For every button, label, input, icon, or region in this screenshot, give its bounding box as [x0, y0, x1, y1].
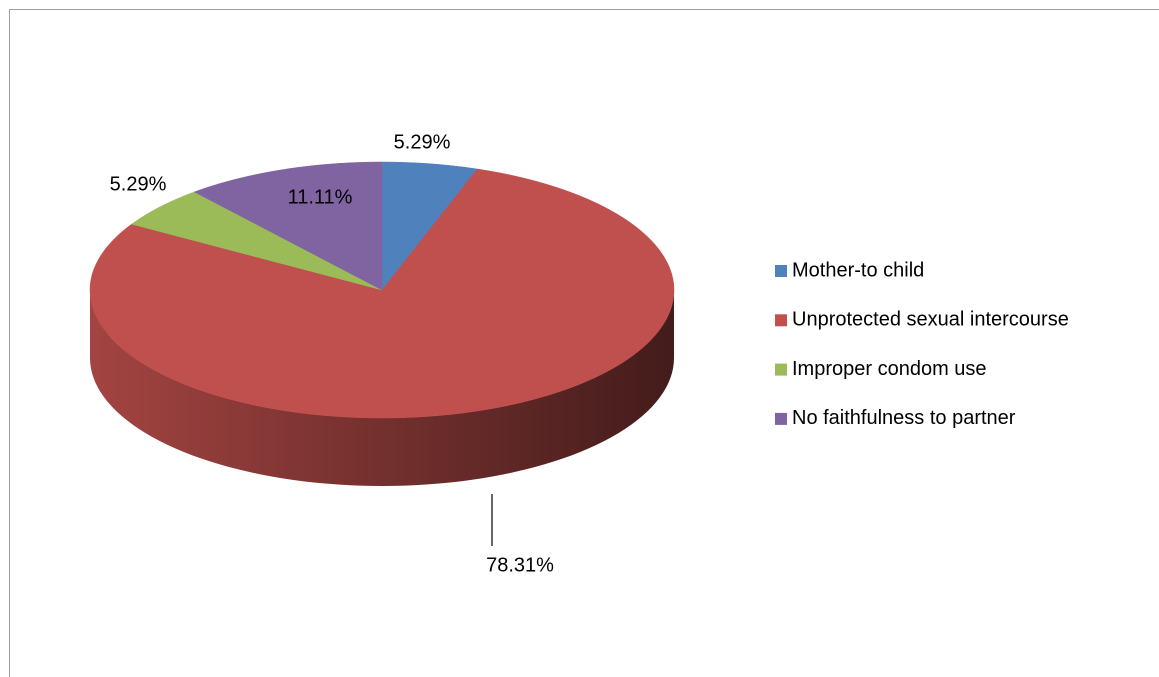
legend-swatch — [775, 412, 787, 425]
slice — [89, 168, 675, 419]
data-label: 5.29% — [110, 173, 167, 195]
legend-swatch — [775, 314, 787, 327]
legend-swatch — [775, 265, 787, 277]
slice — [381, 161, 478, 291]
legend-label: Mother-to child — [792, 259, 924, 281]
data-label: 78.31% — [486, 554, 554, 576]
chart-frame — [9, 9, 1159, 677]
legend-label: Improper condom use — [792, 358, 987, 380]
slice — [193, 161, 383, 291]
data-label: 11.11% — [288, 186, 353, 208]
legend-label: No faithfulness to partner — [792, 407, 1016, 429]
slice — [131, 191, 383, 291]
slice-side — [90, 290, 674, 486]
data-label: 5.29% — [394, 131, 451, 153]
legend-swatch — [775, 363, 787, 376]
legend-label: Unprotected sexual intercourse — [792, 309, 1069, 331]
